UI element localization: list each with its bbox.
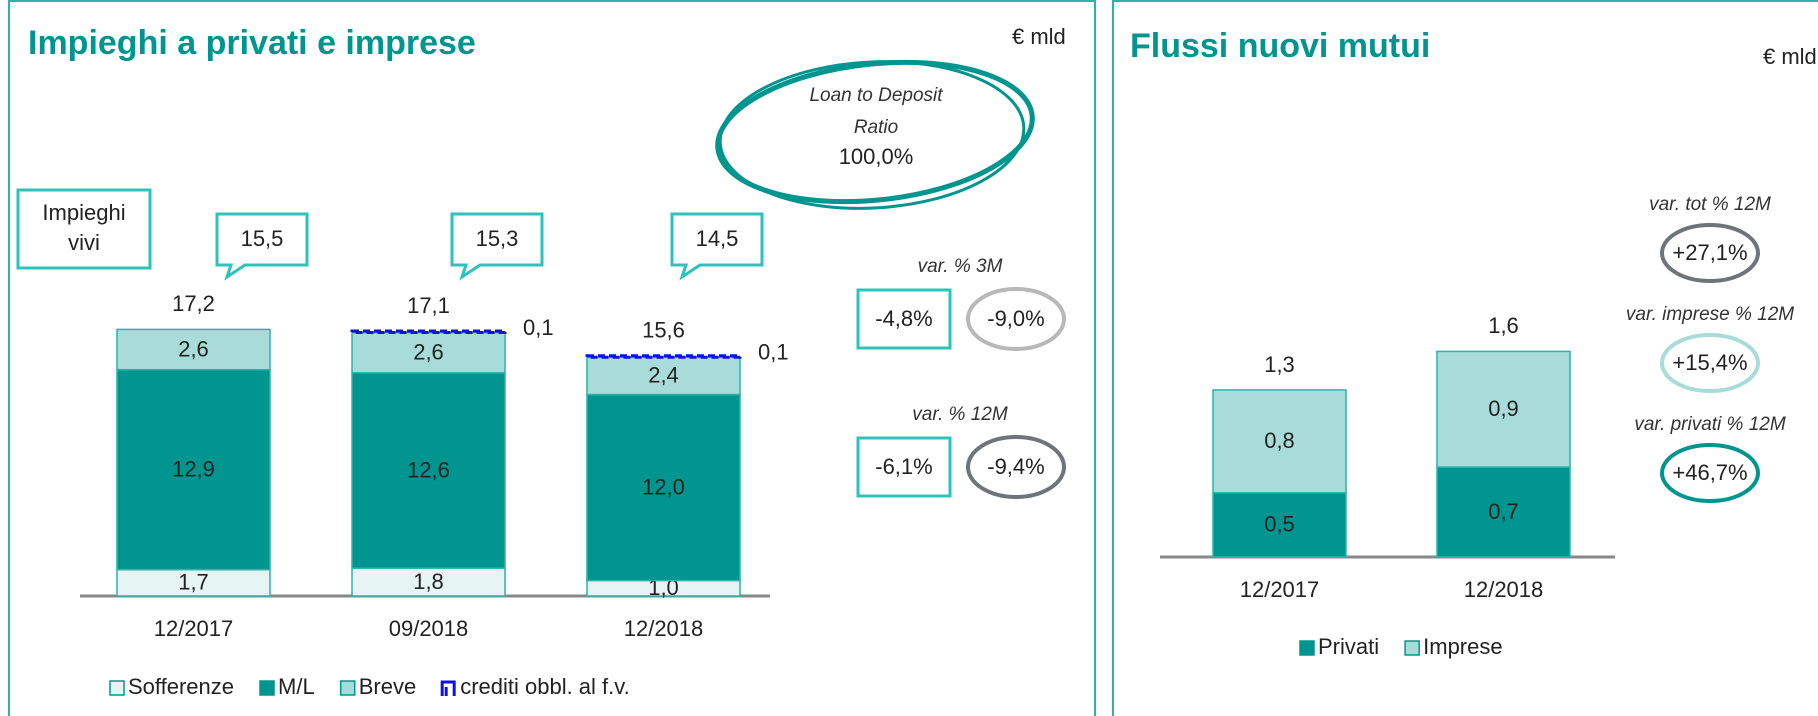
bar-segment bbox=[1212, 389, 1347, 494]
total-label: 1,6 bbox=[1488, 313, 1519, 338]
ratio-value: 100,0% bbox=[839, 144, 914, 169]
x-tick-label: 09/2018 bbox=[389, 616, 469, 641]
bar-segment bbox=[1436, 350, 1571, 468]
impieghi-box bbox=[16, 188, 152, 270]
bar-segment bbox=[586, 393, 741, 582]
callout-label: 15,3 bbox=[476, 226, 519, 251]
variation-value: -6,1% bbox=[875, 454, 932, 479]
bar-segment bbox=[351, 567, 506, 597]
title-left: Impieghi a privati e imprese bbox=[28, 24, 476, 62]
variation-ring bbox=[1660, 223, 1760, 283]
segment-label: 2,6 bbox=[413, 339, 444, 364]
variation-value: -9,4% bbox=[987, 454, 1044, 479]
legend-label: Imprese bbox=[1423, 634, 1502, 659]
segment-label: 0,9 bbox=[1488, 396, 1519, 421]
total-label: 15,6 bbox=[642, 318, 685, 343]
variation-ring bbox=[1660, 333, 1760, 393]
variation-value: -9,0% bbox=[987, 306, 1044, 331]
segment-label: 0,7 bbox=[1488, 499, 1519, 524]
x-tick-label: 12/2017 bbox=[1240, 577, 1320, 602]
total-label: 1,3 bbox=[1264, 352, 1295, 377]
bar-segment bbox=[351, 372, 506, 569]
title-right: Flussi nuovi mutui bbox=[1130, 27, 1430, 65]
ratio-label: Loan to Deposit bbox=[809, 85, 943, 106]
legend-marker bbox=[1299, 640, 1315, 656]
segment-label: 12,0 bbox=[642, 474, 685, 499]
impieghi-title: Impieghi bbox=[42, 200, 125, 225]
legend-label: Sofferenze bbox=[128, 674, 234, 699]
total-label: 17,1 bbox=[407, 293, 450, 318]
impieghi-title: vivi bbox=[68, 230, 100, 255]
ratio-ring bbox=[715, 59, 1035, 210]
total-label: 17,2 bbox=[172, 291, 215, 316]
unit-right: € mld bbox=[1763, 44, 1817, 69]
variation-title: var. % 3M bbox=[918, 256, 1003, 277]
callout-label: 15,5 bbox=[241, 226, 284, 251]
variation-value: +15,4% bbox=[1672, 350, 1747, 375]
ratio-label: Ratio bbox=[854, 117, 898, 138]
bar-segment bbox=[116, 328, 271, 371]
segment-label: 12,9 bbox=[172, 456, 215, 481]
variation-ring bbox=[1660, 443, 1760, 503]
legend-label: Breve bbox=[359, 674, 416, 699]
panel-left bbox=[8, 0, 1096, 716]
variation-ring bbox=[966, 435, 1066, 499]
variation-box bbox=[856, 436, 952, 498]
legend-marker bbox=[109, 680, 125, 696]
x-tick-label: 12/2018 bbox=[624, 616, 704, 641]
panel-right bbox=[1112, 0, 1818, 716]
bar-segment bbox=[351, 331, 506, 374]
segment-label: 0,1 bbox=[523, 315, 554, 340]
callout bbox=[450, 212, 544, 281]
variation-title: var. imprese % 12M bbox=[1626, 304, 1794, 325]
legend-marker bbox=[440, 680, 456, 696]
variation-value: +27,1% bbox=[1672, 240, 1747, 265]
bar-segment bbox=[1212, 492, 1347, 558]
variation-title: var. tot % 12M bbox=[1649, 194, 1771, 215]
variation-ring bbox=[966, 287, 1066, 351]
bar-segment bbox=[116, 368, 271, 571]
callout-label: 14,5 bbox=[696, 226, 739, 251]
bar-segment bbox=[585, 354, 742, 359]
segment-label: 0,5 bbox=[1264, 512, 1295, 537]
segment-label: 1,7 bbox=[178, 570, 209, 595]
callout bbox=[215, 212, 309, 281]
segment-label: 1,8 bbox=[413, 569, 444, 594]
legend-label: Privati bbox=[1318, 634, 1379, 659]
variation-title: var. privati % 12M bbox=[1634, 414, 1786, 435]
legend-label: M/L bbox=[278, 674, 315, 699]
legend-marker bbox=[259, 680, 275, 696]
bar-segment bbox=[1436, 466, 1571, 558]
legend-marker bbox=[1404, 640, 1420, 656]
segment-label: 2,4 bbox=[648, 363, 679, 388]
legend-label: crediti obbl. al f.v. bbox=[460, 674, 630, 699]
legend-marker bbox=[339, 680, 356, 696]
bar-segment bbox=[586, 356, 741, 396]
bar-segment bbox=[350, 329, 507, 335]
x-tick-label: 12/2018 bbox=[1464, 577, 1544, 602]
segment-label: 12,6 bbox=[407, 457, 450, 482]
variation-value: -4,8% bbox=[875, 306, 932, 331]
variation-box bbox=[856, 288, 952, 350]
segment-label: 0,8 bbox=[1264, 428, 1295, 453]
variation-value: +46,7% bbox=[1672, 460, 1747, 485]
x-tick-label: 12/2017 bbox=[154, 616, 234, 641]
callout bbox=[670, 212, 764, 281]
segment-label: 0,1 bbox=[758, 340, 789, 365]
unit-left: € mld bbox=[1012, 24, 1066, 49]
variation-title: var. % 12M bbox=[912, 404, 1008, 425]
segment-label: 2,6 bbox=[178, 336, 209, 361]
